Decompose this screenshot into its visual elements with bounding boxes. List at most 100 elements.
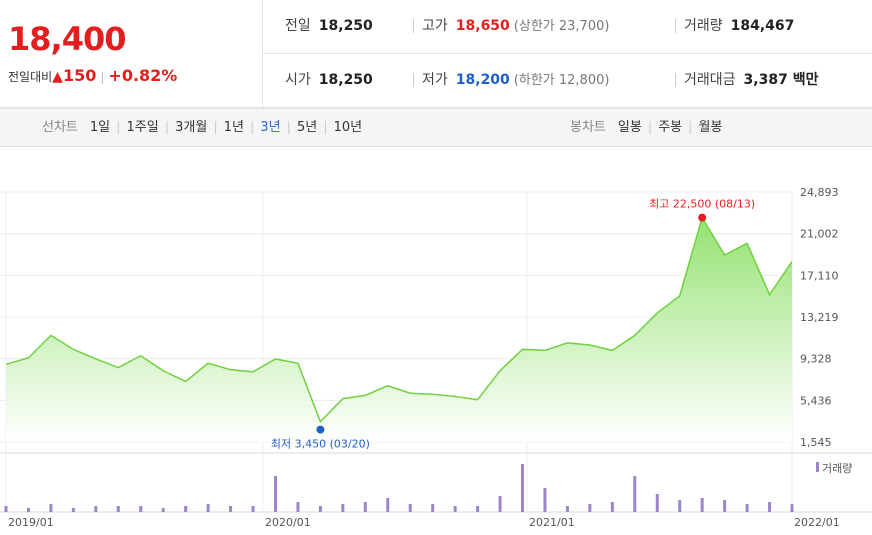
- tab-1-day[interactable]: 1일: [89, 120, 111, 135]
- volume-bar: [49, 504, 53, 512]
- volume-bar: [161, 508, 165, 512]
- volume-label: 거래량: [684, 18, 723, 34]
- volume-bar: [26, 508, 30, 512]
- y-tick-label: 17,110: [800, 269, 839, 282]
- cell-divider: [675, 19, 676, 33]
- change-divider: |: [100, 70, 105, 84]
- volume-bar: [408, 504, 412, 512]
- upper-limit: (상한가 23,700): [513, 19, 610, 34]
- volume-bar: [273, 476, 277, 512]
- price-chart: 24,893 21,002 17,110 13,219 9,328 5,436 1,545 2…: [0, 160, 872, 535]
- tab-1-year[interactable]: 1년: [223, 120, 244, 135]
- volume-bar: [678, 500, 682, 512]
- x-tick-label: 2021/01: [529, 516, 575, 529]
- volume-bar: [543, 488, 547, 512]
- up-arrow-icon: ▲: [52, 69, 63, 85]
- cell-divider: [413, 19, 414, 33]
- tab-monthly[interactable]: 월봉: [698, 120, 723, 135]
- volume-bar: [139, 506, 143, 512]
- trade-value-label: 거래대금: [684, 72, 736, 88]
- volume-bar: [700, 498, 704, 512]
- change-percent: +0.82%: [108, 66, 178, 85]
- tab-3-months[interactable]: 3개월: [175, 120, 208, 135]
- volume-value: 184,467: [730, 18, 795, 34]
- volume-bar: [453, 506, 457, 512]
- open-cell: 시가 18,250: [285, 54, 373, 107]
- change-label: 전일대비: [8, 70, 53, 84]
- tab-daily[interactable]: 일봉: [617, 120, 642, 135]
- x-tick-label: 2020/01: [265, 516, 311, 529]
- volume-cell: 거래량 184,467: [675, 0, 794, 53]
- low-marker: [316, 425, 325, 434]
- prev-close-value: 18,250: [318, 18, 373, 34]
- price-chart-svg: 24,893 21,002 17,110 13,219 9,328 5,436 1,545 2…: [0, 186, 872, 529]
- y-tick-label: 1,545: [800, 436, 832, 449]
- trade-value-cell: 거래대금 3,387 백만: [675, 54, 818, 107]
- x-tick-label: 2019/01: [8, 516, 54, 529]
- volume-bar: [745, 504, 749, 512]
- open-value: 18,250: [318, 72, 373, 88]
- volume-bar: [768, 502, 772, 512]
- x-tick-label: 2022/01: [794, 516, 840, 529]
- tab-5-years[interactable]: 5년: [296, 120, 318, 135]
- volume-bar: [229, 506, 233, 512]
- volume-bar: [498, 496, 502, 512]
- chart-period-tabbar: 선차트 1일 | 1주일 | 3개월 | 1년 | 3년 | 5년 | 10년 봉차트 일봉 | 주봉 | 월봉: [0, 108, 872, 147]
- low-label: 저가: [422, 72, 448, 88]
- volume-bar: [610, 502, 614, 512]
- y-tick-label: 13,219: [800, 311, 839, 324]
- price-area: [6, 217, 792, 442]
- low-cell: 저가 18,200 (하한가 12,800): [413, 54, 609, 107]
- low-annotation: 최저 3,450 (03/20): [271, 438, 370, 451]
- open-label: 시가: [285, 72, 311, 88]
- tab-10-years[interactable]: 10년: [333, 120, 363, 135]
- stats-table: 전일 18,250 고가 18,650 (상한가 23,700) 거래량 184,467…: [263, 0, 872, 108]
- y-tick-label: 24,893: [800, 186, 839, 199]
- trade-value: 3,387 백만: [743, 72, 819, 88]
- lower-limit: (하한가 12,800): [513, 73, 610, 88]
- line-chart-tabs: 선차트 1일 | 1주일 | 3개월 | 1년 | 3년 | 5년 | 10년: [42, 120, 363, 135]
- volume-bar: [363, 502, 367, 512]
- volume-bar: [4, 506, 8, 512]
- tab-weekly[interactable]: 주봉: [658, 120, 683, 135]
- volume-bar: [565, 506, 569, 512]
- stats-row-1: 전일 18,250 고가 18,650 (상한가 23,700) 거래량 184,467: [263, 0, 872, 54]
- change-value: 150: [62, 66, 97, 85]
- high-label: 고가: [422, 18, 448, 34]
- volume-bar: [251, 506, 255, 512]
- y-tick-label: 5,436: [800, 394, 832, 407]
- prev-close-cell: 전일 18,250: [285, 0, 373, 53]
- change-line: 전일대비▲150 | +0.82%: [8, 66, 177, 85]
- volume-bar: [476, 506, 480, 512]
- volume-bar: [655, 494, 659, 512]
- volume-bar: [588, 504, 592, 512]
- y-tick-label: 9,328: [800, 353, 832, 366]
- volume-legend-label: 거래량: [822, 462, 852, 475]
- tab-1-week[interactable]: 1주일: [126, 120, 159, 135]
- cell-divider: [413, 73, 414, 87]
- high-value: 18,650: [455, 18, 510, 34]
- volume-bar: [521, 464, 525, 512]
- volume-bar: [296, 502, 300, 512]
- price-panel: 18,400 전일대비▲150 | +0.82%: [0, 0, 263, 108]
- stats-row-2: 시가 18,250 저가 18,200 (하한가 12,800) 거래대금 3,387 …: [263, 54, 872, 108]
- volume-bar: [184, 506, 188, 512]
- volume-bar: [723, 500, 727, 512]
- candle-chart-label: 봉차트: [570, 120, 606, 135]
- candle-chart-tabs: 봉차트 일봉 | 주봉 | 월봉: [570, 120, 723, 135]
- y-tick-label: 21,002: [800, 228, 839, 241]
- price-line: [5, 215, 793, 423]
- volume-bar: [790, 504, 794, 512]
- high-marker: [698, 213, 707, 222]
- volume-bar: [94, 506, 98, 512]
- prev-close-label: 전일: [285, 18, 311, 34]
- volume-bar: [431, 504, 435, 512]
- volume-bar: [386, 498, 390, 512]
- volume-bar: [318, 506, 322, 512]
- volume-bar: [206, 504, 210, 512]
- high-annotation: 최고 22,500 (08/13): [649, 198, 755, 211]
- low-value: 18,200: [455, 72, 510, 88]
- volume-bar: [633, 476, 637, 512]
- high-cell: 고가 18,650 (상한가 23,700): [413, 0, 609, 53]
- tab-3-years[interactable]: 3년: [260, 120, 281, 135]
